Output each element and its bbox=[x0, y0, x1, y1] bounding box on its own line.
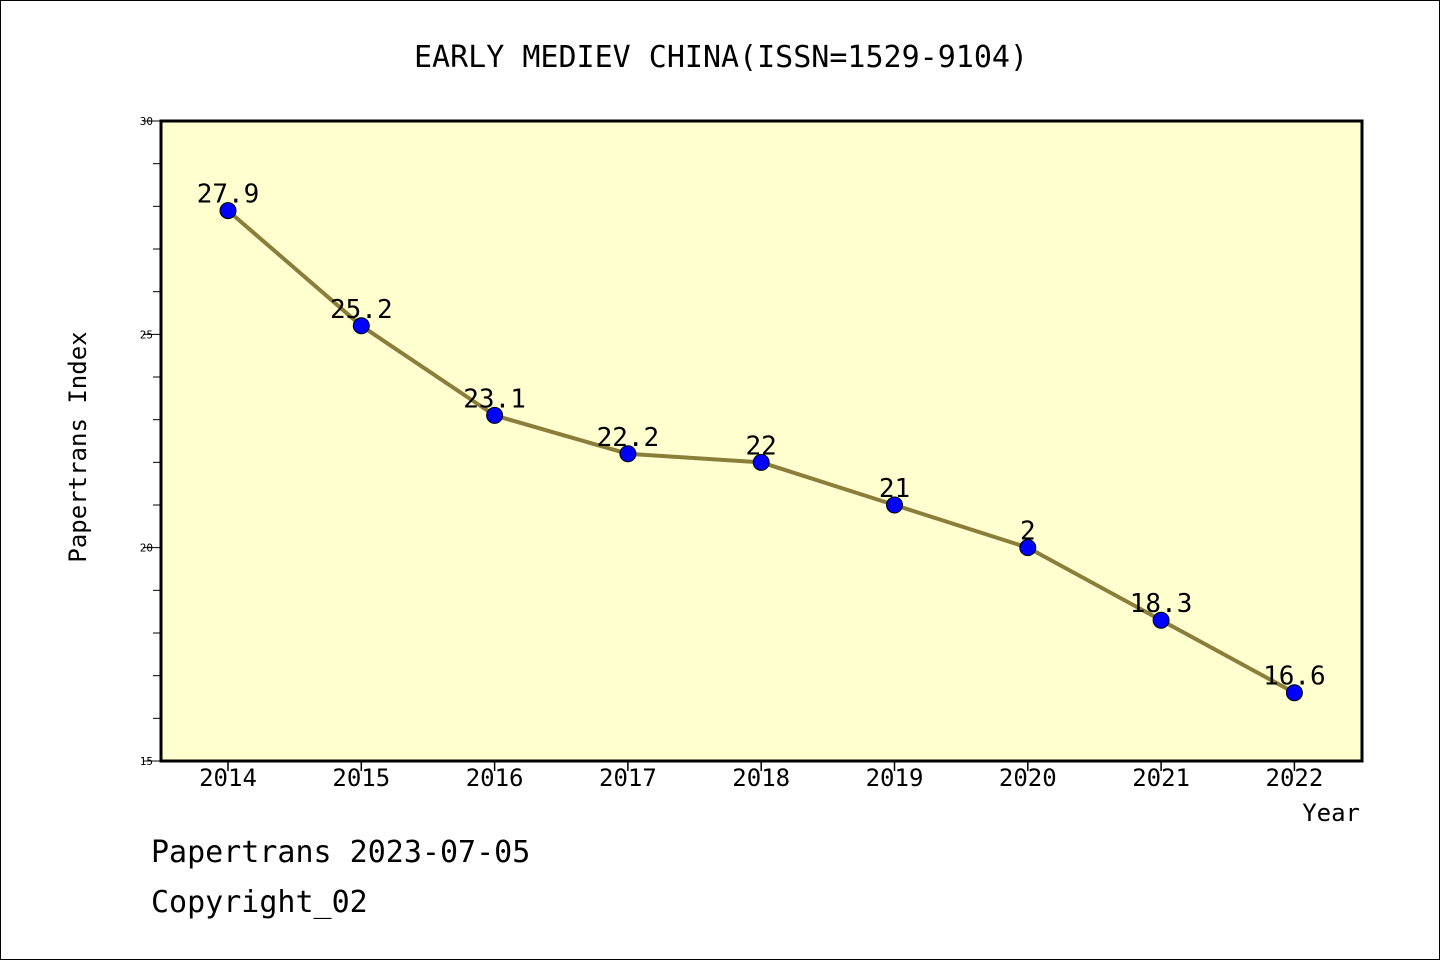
data-point bbox=[752, 453, 770, 471]
data-label: 21 bbox=[879, 474, 910, 504]
data-point bbox=[352, 317, 370, 335]
series-group: 27.9 25.2 23.1 22.2 22 21 2 18.3 16.6 bbox=[197, 180, 1326, 702]
x-tick-label: 2019 bbox=[866, 764, 924, 792]
data-label: 27.9 bbox=[197, 180, 260, 210]
data-point bbox=[886, 496, 903, 514]
footer-copyright: Copyright_02 bbox=[151, 885, 368, 920]
data-label: 18.3 bbox=[1130, 589, 1193, 619]
x-tick-label: 2014 bbox=[199, 764, 257, 792]
y-axis: 15 20 25 30 bbox=[140, 115, 161, 768]
data-label: 16.6 bbox=[1263, 662, 1326, 692]
data-label: 2 bbox=[1020, 517, 1036, 547]
plot-area bbox=[159, 119, 1364, 763]
data-point bbox=[1152, 611, 1170, 629]
x-tick-label: 2022 bbox=[1266, 764, 1324, 792]
data-point bbox=[619, 445, 637, 463]
data-point bbox=[1285, 684, 1303, 702]
x-tick-label: 2018 bbox=[732, 764, 790, 792]
x-tick-label: 2017 bbox=[599, 764, 657, 792]
y-tick-label: 30 bbox=[140, 115, 153, 128]
data-point bbox=[486, 406, 504, 424]
y-tick-label: 15 bbox=[140, 755, 153, 768]
y-tick-label: 25 bbox=[140, 328, 153, 341]
data-point bbox=[1019, 539, 1037, 557]
x-tick-label: 2020 bbox=[999, 764, 1057, 792]
footer-date: Papertrans 2023-07-05 bbox=[151, 835, 531, 870]
data-point bbox=[219, 202, 237, 220]
y-axis-label: Papertrans Index bbox=[64, 331, 92, 562]
chart-title: EARLY MEDIEV CHINA(ISSN=1529-9104) bbox=[414, 40, 1028, 75]
y-tick-label: 20 bbox=[140, 542, 153, 555]
x-axis-label: Year bbox=[1302, 799, 1360, 827]
data-label: 22.2 bbox=[597, 423, 660, 453]
x-tick-label: 2016 bbox=[466, 764, 524, 792]
x-tick-label: 2015 bbox=[332, 764, 390, 792]
data-label: 25.2 bbox=[330, 295, 393, 325]
x-tick-label: 2021 bbox=[1132, 764, 1190, 792]
data-label: 22 bbox=[746, 431, 777, 461]
data-label: 23.1 bbox=[463, 384, 526, 414]
x-axis: 2014 2015 2016 2017 2018 2019 2020 2021 2022 bbox=[199, 761, 1323, 792]
